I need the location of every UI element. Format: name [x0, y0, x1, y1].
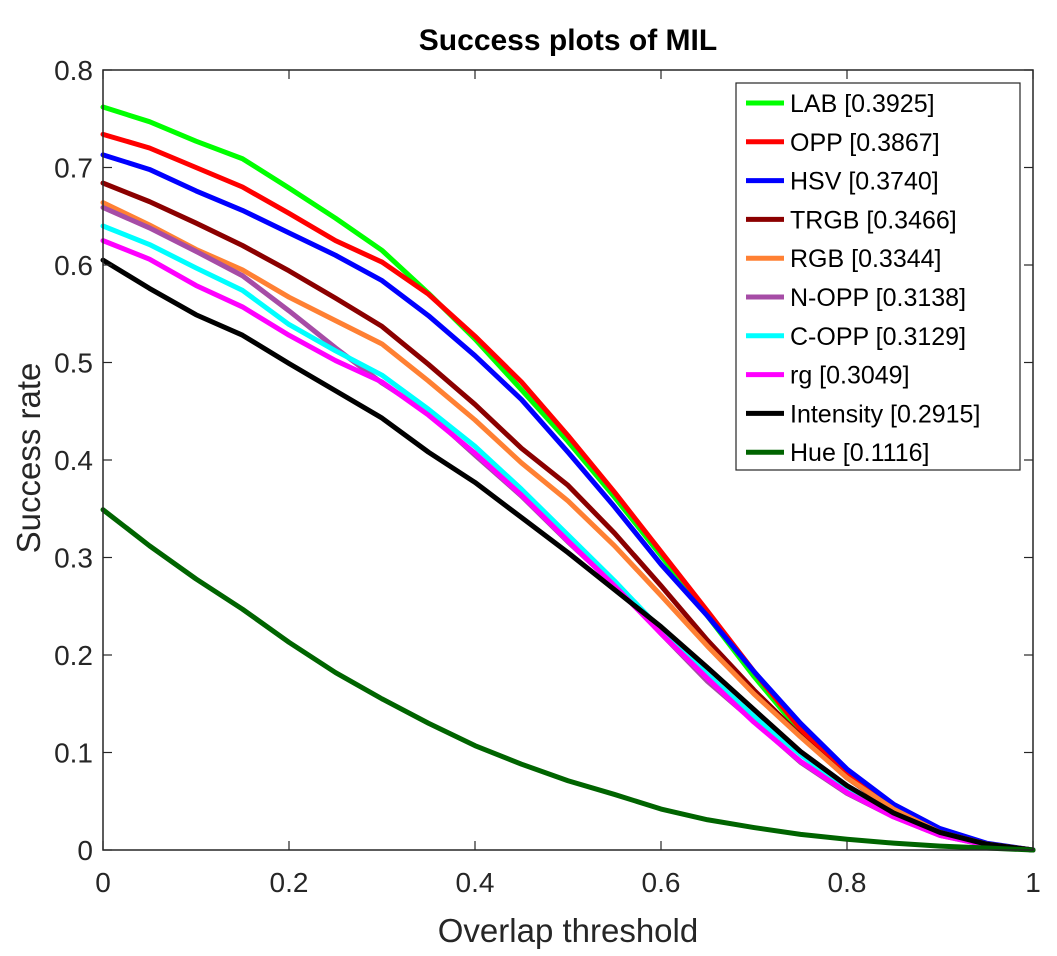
x-axis-label: Overlap threshold	[438, 912, 698, 949]
y-axis-label: Success rate	[10, 363, 47, 554]
y-tick-label: 0.4	[54, 445, 93, 476]
y-tick-label: 0	[77, 835, 93, 866]
legend-entry-5: N-OPP [0.3138]	[790, 284, 966, 312]
y-tick-label: 0.6	[54, 250, 93, 281]
series-line-2	[100, 152, 1036, 853]
y-tick-label: 0.2	[54, 640, 93, 671]
legend: LAB [0.3925] OPP [0.3867] HSV [0.3740] TRGB…	[735, 82, 1021, 471]
series-line-8	[100, 257, 1036, 853]
legend-entry-8: Intensity [0.2915]	[790, 400, 980, 428]
series-layer	[100, 104, 1036, 853]
y-tick-label: 0.3	[54, 543, 93, 574]
x-tick-label: 0	[95, 867, 111, 898]
x-tick-label: 0.2	[270, 867, 309, 898]
legend-entry-4: RGB [0.3344]	[790, 245, 941, 273]
y-tick-label: 0.7	[54, 153, 93, 184]
legend-entry-2: HSV [0.3740]	[790, 168, 939, 196]
legend-entry-9: Hue [0.1116]	[790, 439, 929, 467]
series-line-9	[100, 507, 1036, 853]
x-tick-label: 0.4	[456, 867, 495, 898]
y-tick-label: 0.8	[54, 55, 93, 86]
series-line-4	[100, 200, 1036, 853]
legend-entry-3: TRGB [0.3466]	[790, 206, 957, 234]
y-tick-label: 0.1	[54, 738, 93, 769]
series-line-7	[100, 238, 1036, 853]
legend-entry-0: LAB [0.3925]	[790, 90, 935, 118]
x-tick-label: 0.8	[828, 867, 867, 898]
legend-entry-7: rg [0.3049]	[790, 362, 910, 390]
chart-title: Success plots of MIL	[419, 24, 717, 57]
y-tick-label: 0.5	[54, 348, 93, 379]
legend-box	[735, 82, 1021, 471]
axes-layer: 0 0.2 0.4 0.6 0.8 1 0 0.1 0.2 0.3 0.4 0.5 0.6 0.7 0.8	[54, 55, 1041, 898]
legend-entry-1: OPP [0.3867]	[790, 129, 940, 157]
legend-entry-6: C-OPP [0.3129]	[790, 323, 966, 351]
x-tick-label: 0.6	[642, 867, 681, 898]
x-tick-label: 1	[1025, 867, 1041, 898]
